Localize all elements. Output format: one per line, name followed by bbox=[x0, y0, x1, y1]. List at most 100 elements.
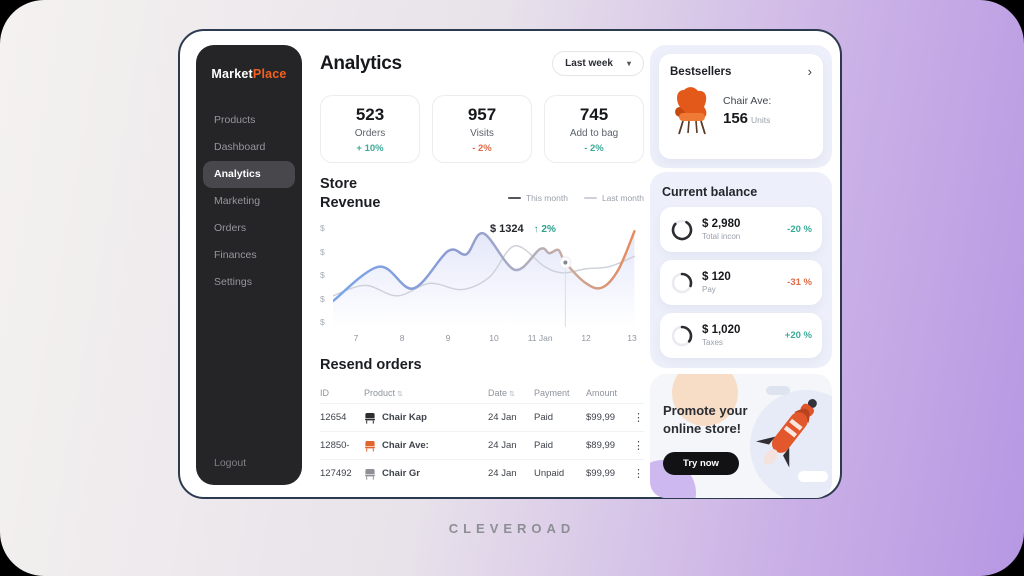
y-tick: $ bbox=[320, 223, 325, 233]
cloud-icon bbox=[766, 386, 790, 395]
date-range-dropdown[interactable]: Last week ▾ bbox=[552, 51, 644, 76]
row-menu-icon[interactable]: ⋮ bbox=[633, 468, 644, 480]
cleveroad-watermark: CLEVEROAD bbox=[448, 521, 576, 536]
chart-y-axis: $ $ $ $ $ bbox=[320, 223, 325, 327]
logout-button[interactable]: Logout bbox=[214, 457, 247, 469]
promo-card: Promote your online store! Try now bbox=[650, 374, 832, 498]
stat-value: 523 bbox=[355, 105, 385, 124]
revenue-title-line2: Revenue bbox=[320, 194, 381, 211]
stat-delta: - 2% bbox=[584, 143, 604, 154]
col-id: ID bbox=[320, 388, 329, 398]
order-id: 12654 bbox=[320, 412, 347, 423]
tooltip-delta: ↑ 2% bbox=[533, 223, 556, 235]
rocket-illustration bbox=[755, 399, 817, 468]
payment-status: Paid bbox=[534, 412, 554, 423]
col-product: Product bbox=[364, 388, 396, 398]
col-payment: Payment bbox=[534, 388, 570, 398]
try-now-button[interactable]: Try now bbox=[663, 452, 739, 475]
col-product-sort[interactable]: Product ⇅ bbox=[364, 388, 488, 398]
balance-amount: $ 120 bbox=[702, 271, 731, 283]
progress-ring-icon bbox=[671, 272, 693, 293]
sidebar-item-analytics[interactable]: Analytics bbox=[203, 161, 295, 188]
sidebar-item-label: Orders bbox=[214, 222, 247, 234]
row-menu-icon[interactable]: ⋮ bbox=[633, 412, 644, 424]
table-row: 12654 Chair Kap 24 Jan Paid $99,99 ⋮ bbox=[320, 403, 644, 431]
sidebar-item-finances[interactable]: Finances bbox=[196, 242, 302, 269]
sidebar-item-settings[interactable]: Settings bbox=[196, 269, 302, 296]
product-name: Chair Gr bbox=[382, 468, 421, 479]
stat-card-visits: 957 Visits - 2% bbox=[432, 95, 532, 163]
bestseller-chair-image bbox=[675, 87, 707, 135]
promo-text: Promote your online store! bbox=[663, 402, 748, 437]
app-window: MarketPlace Products Dashboard Analytics… bbox=[178, 29, 842, 499]
sidebar-item-label: Products bbox=[214, 114, 256, 126]
chair-icon-orange bbox=[365, 440, 375, 452]
stat-label: Orders bbox=[354, 128, 386, 139]
tooltip-amount: $ 1324 bbox=[490, 223, 524, 235]
balance-card-total-income: $ 2,980 Total incon -20 % bbox=[660, 207, 822, 252]
order-date: 24 Jan bbox=[488, 412, 517, 423]
order-id: 12850- bbox=[320, 440, 350, 451]
bestsellers-header[interactable]: Bestsellers › bbox=[670, 64, 812, 79]
decorative-blob bbox=[672, 374, 738, 426]
sidebar-item-dashboard[interactable]: Dashboard bbox=[196, 134, 302, 161]
balance-card-pay: $ 120 Pay -31 % bbox=[660, 260, 822, 305]
sort-icon: ⇅ bbox=[509, 391, 515, 398]
revenue-chart: $ $ $ $ $ bbox=[320, 223, 644, 327]
product-name: Chair Kap bbox=[382, 412, 427, 423]
promo-line2: online store! bbox=[663, 420, 742, 436]
brand-name-primary: Market bbox=[211, 67, 253, 81]
sidebar-item-marketing[interactable]: Marketing bbox=[196, 188, 302, 215]
stat-delta: + 10% bbox=[356, 143, 384, 154]
revenue-chart-plot bbox=[333, 230, 636, 327]
legend-label: Last month bbox=[601, 192, 644, 203]
chart-x-axis: 7 8 9 10 11 Jan 12 13 bbox=[333, 333, 639, 345]
stats-row: 523 Orders + 10% 957 Visits - 2% 745 Add… bbox=[320, 95, 644, 163]
tooltip-dot bbox=[563, 260, 568, 265]
x-tick: 10 bbox=[489, 333, 499, 343]
bestseller-product-name: Chair Ave: bbox=[723, 94, 772, 107]
revenue-section-title: Store Revenue bbox=[320, 175, 380, 213]
order-id: 127492 bbox=[320, 468, 352, 479]
bestsellers-card: Bestsellers › bbox=[659, 54, 823, 159]
chair-icon-gray bbox=[365, 468, 375, 480]
table-row: 12850- Chair Ave: 24 Jan Paid $89,99 ⋮ bbox=[320, 431, 644, 459]
stat-label: Visits bbox=[470, 128, 494, 139]
sidebar-item-orders[interactable]: Orders bbox=[196, 215, 302, 242]
order-amount: $89,99 bbox=[586, 440, 616, 451]
line-this-month bbox=[333, 230, 636, 303]
x-tick: 7 bbox=[353, 333, 359, 343]
x-tick: 13 bbox=[627, 333, 637, 343]
sidebar-nav: Products Dashboard Analytics Marketing O… bbox=[196, 107, 302, 296]
bestsellers-panel: Bestsellers › bbox=[650, 45, 832, 168]
chart-tooltip: $ 1324 ↑ 2% bbox=[490, 223, 556, 235]
stat-value: 745 bbox=[579, 105, 609, 124]
bestseller-units-value: 156 bbox=[723, 109, 749, 127]
col-date-sort[interactable]: Date ⇅ bbox=[488, 388, 534, 398]
order-amount: $99,99 bbox=[586, 412, 616, 423]
payment-status: Unpaid bbox=[534, 468, 565, 479]
current-balance-panel: Current balance $ 2,980 Total incon -20 … bbox=[650, 172, 832, 368]
page-title: Analytics bbox=[320, 52, 402, 74]
y-tick: $ bbox=[320, 317, 325, 327]
chair-icon-dark bbox=[365, 412, 375, 424]
order-date: 24 Jan bbox=[488, 440, 517, 451]
stat-label: Add to bag bbox=[569, 128, 619, 139]
sidebar-item-products[interactable]: Products bbox=[196, 107, 302, 134]
balance-delta: -31 % bbox=[787, 277, 812, 288]
sidebar-item-label: Dashboard bbox=[214, 141, 266, 153]
orders-table: ID Product ⇅ Date ⇅ Payment Amount 12654 C… bbox=[320, 383, 644, 487]
product-name: Chair Ave: bbox=[382, 440, 429, 451]
orders-table-header: ID Product ⇅ Date ⇅ Payment Amount bbox=[320, 383, 644, 403]
line-last-month bbox=[333, 245, 636, 297]
sidebar: MarketPlace Products Dashboard Analytics… bbox=[196, 45, 302, 485]
stat-card-orders: 523 Orders + 10% bbox=[320, 95, 420, 163]
chevron-right-icon: › bbox=[807, 64, 812, 79]
row-menu-icon[interactable]: ⋮ bbox=[633, 440, 644, 452]
balance-label: Taxes bbox=[702, 338, 723, 347]
x-tick: 9 bbox=[445, 333, 451, 343]
bestsellers-title: Bestsellers bbox=[670, 65, 732, 78]
promo-line1: Promote your bbox=[663, 403, 748, 418]
legend-dash-icon bbox=[507, 196, 521, 200]
